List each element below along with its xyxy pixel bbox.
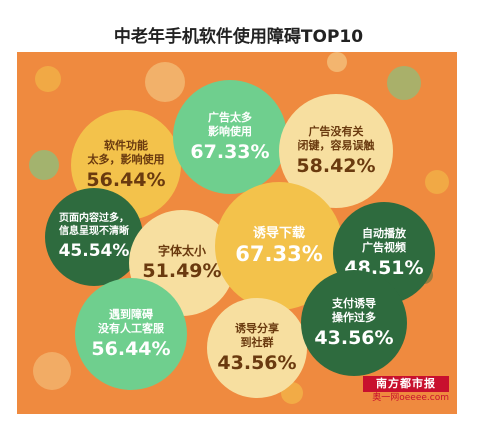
bubble-value: 45.54%	[58, 241, 130, 261]
decor-dot	[327, 52, 347, 72]
bubble-value: 67.33%	[190, 141, 270, 163]
bubble-induced-sharing: 诱导分享 到社群 43.56%	[207, 298, 307, 398]
bubble-label: 遇到障碍 没有人工客服	[98, 308, 164, 335]
bubble-label: 诱导分享 到社群	[235, 322, 279, 349]
bubble-value: 56.44%	[86, 169, 166, 191]
bubble-value: 43.56%	[314, 327, 394, 349]
bubble-value: 56.44%	[91, 338, 171, 360]
decor-dot	[387, 66, 421, 100]
publisher-logo: 南方都市报 奥一网oeeee.com	[363, 376, 449, 406]
logo-site: 奥一网oeeee.com	[372, 393, 449, 403]
bubble-value: 67.33%	[235, 242, 323, 266]
bubble-no-human-service: 遇到障碍 没有人工客服 56.44%	[75, 278, 187, 390]
bubble-label: 字体太小	[157, 244, 206, 258]
bubble-label: 自动播放 广告视频	[362, 227, 406, 254]
logo-brand: 南方都市报	[363, 376, 449, 392]
bubble-label: 支付诱导 操作过多	[332, 297, 376, 324]
bubble-payment-inducement: 支付诱导 操作过多 43.56%	[301, 270, 407, 376]
chart-title: 中老年手机软件使用障碍TOP10	[113, 27, 364, 47]
decor-dot	[29, 150, 59, 180]
bubble-label: 广告太多 影响使用	[208, 111, 252, 138]
bubble-value: 58.42%	[296, 155, 376, 177]
bubble-value: 51.49%	[142, 260, 222, 282]
bubble-label: 软件功能 太多，影响使用	[87, 139, 165, 166]
decor-dot	[145, 62, 185, 102]
bubble-page-content-overload: 页面内容过多， 信息呈现不清晰 45.54%	[45, 188, 143, 286]
bubble-label: 页面内容过多， 信息呈现不清晰	[59, 213, 129, 237]
decor-dot	[425, 170, 449, 194]
decor-dot	[33, 352, 71, 390]
bubble-label: 广告没有关 闭键，容易误触	[297, 125, 375, 152]
bubble-too-many-ads: 广告太多 影响使用 67.33%	[173, 80, 287, 194]
chart-panel: 软件功能 太多，影响使用 56.44% 广告太多 影响使用 67.33% 广告没…	[17, 52, 457, 414]
bubble-value: 43.56%	[217, 352, 297, 374]
bubble-label: 诱导下载	[252, 226, 305, 241]
decor-dot	[35, 66, 61, 92]
